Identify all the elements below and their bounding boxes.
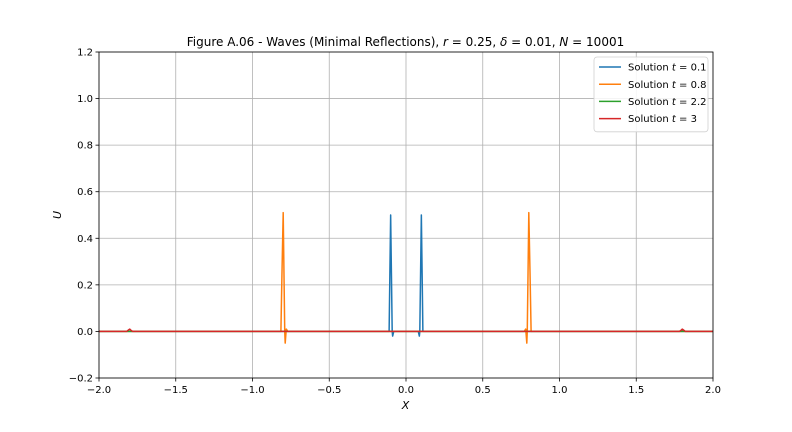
plot-area [99, 211, 713, 344]
x-tick-label: 1.5 [628, 385, 644, 396]
y-tick-label: 1.2 [77, 48, 93, 59]
legend-box [593, 56, 709, 133]
x-tick-label: −0.5 [317, 385, 341, 396]
legend: Solution t = 0.1 Solution t = 0.8 Solution… [593, 56, 709, 133]
y-tick-label: 0.6 [77, 187, 93, 198]
y-tick-label: −0.2 [69, 374, 93, 385]
x-tick-label: −2.0 [87, 385, 111, 396]
y-tick-label: 0.0 [77, 327, 93, 338]
y-axis-label: U [51, 211, 64, 219]
legend-label: Solution t = 2.2 [628, 97, 706, 108]
x-axis-label: X [401, 399, 410, 412]
x-tick-label: 0.5 [475, 385, 491, 396]
x-tick-label: 0.0 [398, 385, 414, 396]
x-tick-label: 1.0 [552, 385, 568, 396]
x-tick-label: −1.5 [164, 385, 188, 396]
x-axis-ticks: −2.0 −1.5 −1.0 −0.5 0.0 0.5 1.0 1.5 2.0 [87, 378, 721, 396]
y-tick-label: 1.0 [77, 94, 93, 105]
legend-label: Solution t = 0.8 [628, 80, 706, 91]
y-tick-label: 0.2 [77, 280, 93, 291]
y-axis-ticks: −0.2 0.0 0.2 0.4 0.6 0.8 1.0 1.2 [69, 48, 99, 385]
x-tick-label: 2.0 [705, 385, 721, 396]
y-tick-label: 0.4 [77, 234, 93, 245]
series-line-solution-t-3 [99, 328, 713, 333]
legend-label: Solution t = 0.1 [628, 63, 706, 74]
legend-label: Solution t = 3 [628, 114, 697, 125]
x-tick-label: −1.0 [240, 385, 264, 396]
chart-title: Figure A.06 - Waves (Minimal Reflections… [187, 35, 624, 49]
y-tick-label: 0.8 [77, 141, 93, 152]
